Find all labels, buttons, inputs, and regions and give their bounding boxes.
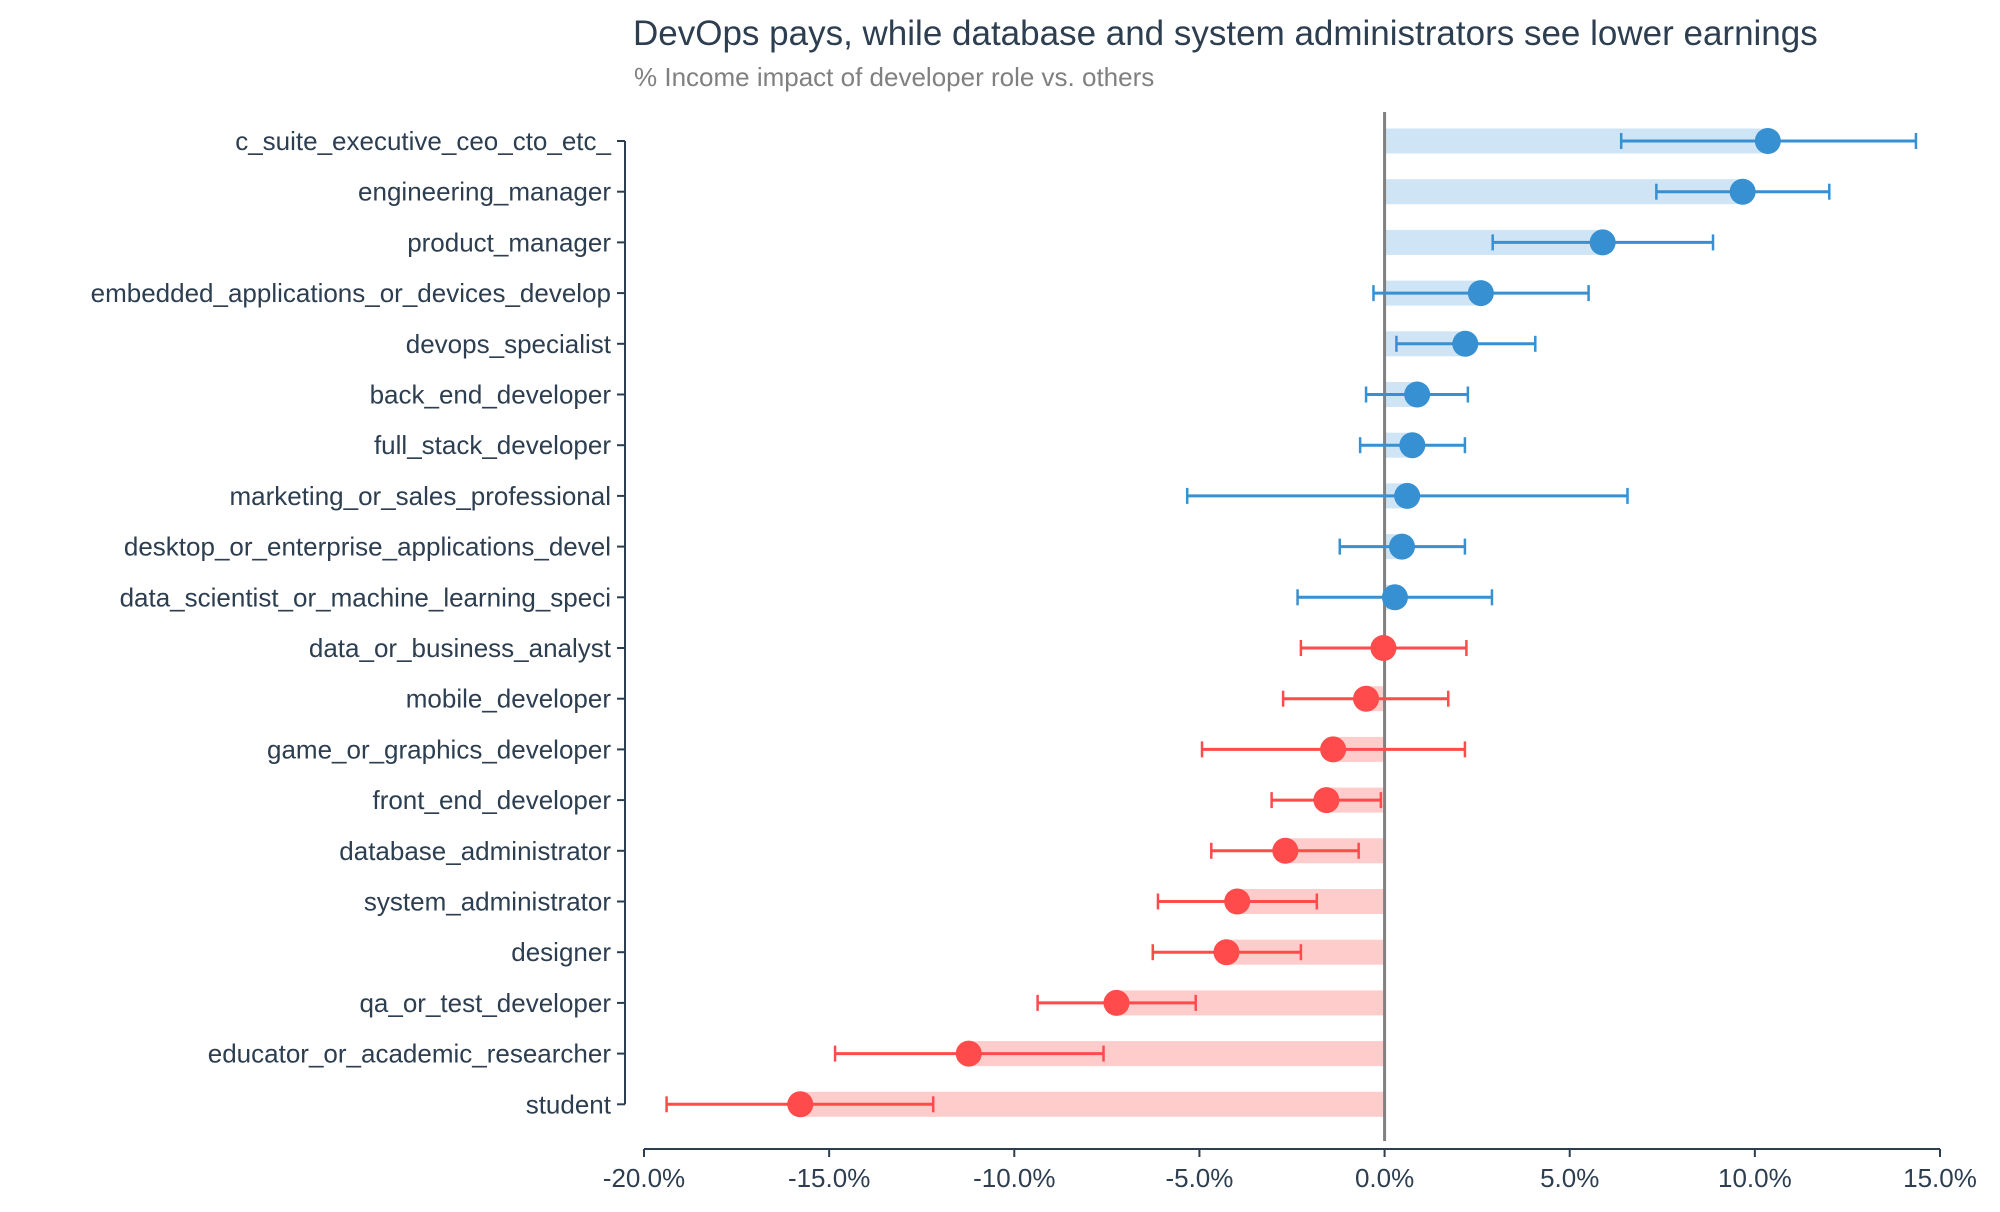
x-tick-label: -10.0% <box>973 1163 1055 1193</box>
estimate-point <box>1467 280 1494 307</box>
y-tick-label: data_scientist_or_machine_learning_speci <box>120 582 611 612</box>
x-tick-label: -20.0% <box>603 1163 685 1193</box>
y-tick-label: engineering_manager <box>358 177 611 207</box>
estimate-point <box>1388 533 1415 560</box>
points-layer <box>787 128 1781 1118</box>
estimate-point <box>1272 837 1299 864</box>
estimate-point <box>1370 635 1397 661</box>
estimate-point <box>1399 432 1426 459</box>
errorbars-layer <box>665 133 1918 1113</box>
y-tick-label: database_administrator <box>339 836 611 866</box>
y-tick-label: educator_or_academic_researcher <box>208 1039 612 1069</box>
estimate-point <box>1452 330 1479 357</box>
estimate-point <box>1754 128 1781 154</box>
estimate-point <box>1213 939 1240 966</box>
y-tick-label: data_or_business_analyst <box>309 633 612 663</box>
estimate-point <box>1394 482 1421 509</box>
y-tick-label: c_suite_executive_ceo_cto_etc_ <box>235 126 611 156</box>
y-tick-label: game_or_graphics_developer <box>267 734 611 764</box>
y-tick-label: full_stack_developer <box>374 430 611 460</box>
x-tick-label: 5.0% <box>1540 1163 1599 1193</box>
y-tick-label: marketing_or_sales_professional <box>229 481 611 511</box>
y-tick-label: system_administrator <box>364 887 611 917</box>
x-tick-label: 0.0% <box>1355 1163 1414 1193</box>
chart-subtitle: % Income impact of developer role vs. ot… <box>634 62 1154 92</box>
estimate-point <box>1224 888 1251 915</box>
x-tick-label: -5.0% <box>1165 1163 1233 1193</box>
estimate-point <box>787 1091 814 1118</box>
estimate-point <box>1404 381 1431 408</box>
y-tick-label: mobile_developer <box>406 684 612 714</box>
y-axis: c_suite_executive_ceo_cto_etc_ engineerin… <box>91 126 626 1119</box>
x-tick-label: 10.0% <box>1718 1163 1792 1193</box>
y-tick-label: front_end_developer <box>372 785 611 815</box>
x-axis: -20.0% -15.0% -10.0% -5.0% 0.0% 5.0% 10.0% 15.0… <box>603 1148 1977 1193</box>
estimate-point <box>1313 787 1340 814</box>
y-tick-label: devops_specialist <box>406 329 612 359</box>
estimate-point <box>1729 178 1756 205</box>
y-tick-label: embedded_applications_or_devices_develop <box>91 278 611 308</box>
x-tick-label: 15.0% <box>1903 1163 1977 1193</box>
y-tick-label: product_manager <box>407 227 611 257</box>
chart-title: DevOps pays, while database and system a… <box>633 14 1818 53</box>
estimate-point <box>1103 989 1130 1016</box>
estimate-point <box>955 1040 982 1067</box>
y-tick-label: qa_or_test_developer <box>359 988 611 1018</box>
estimate-point <box>1320 736 1347 763</box>
estimate-point <box>1353 685 1380 712</box>
y-tick-label: desktop_or_enterprise_applications_devel <box>124 532 611 562</box>
y-tick-label: student <box>526 1089 612 1119</box>
estimate-point <box>1381 584 1408 611</box>
y-tick-label: back_end_developer <box>370 380 612 410</box>
x-tick-label: -15.0% <box>788 1163 870 1193</box>
y-tick-label: designer <box>511 937 611 967</box>
estimate-point <box>1589 229 1616 256</box>
bars-layer <box>800 128 1768 1117</box>
